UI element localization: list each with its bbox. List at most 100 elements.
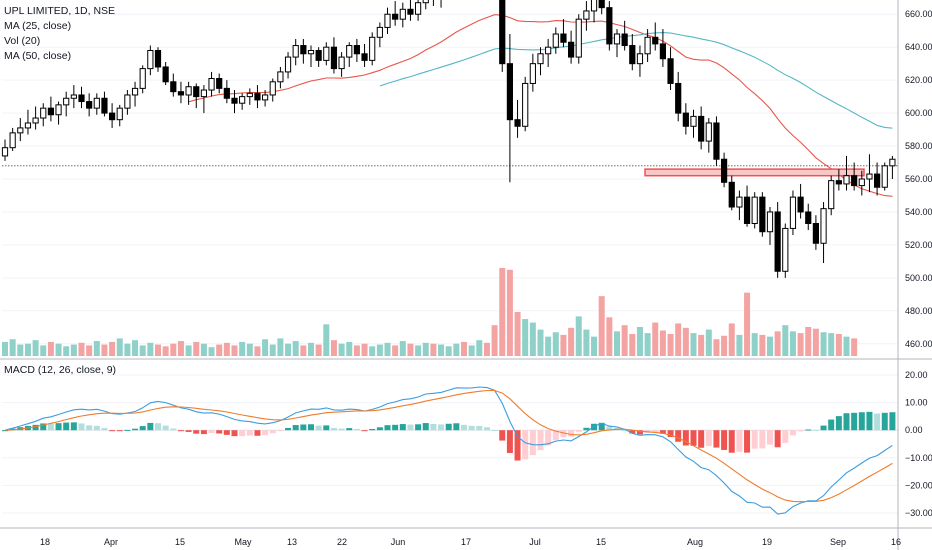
candle-body (193, 86, 200, 98)
candle-body (384, 13, 391, 28)
macd-histogram-bar (583, 427, 590, 431)
macd-histogram-bar (193, 430, 200, 434)
volume-bar (629, 334, 636, 356)
volume-bar (483, 342, 490, 356)
candle-body (131, 87, 139, 96)
price-tick-label: 640.00 (905, 42, 932, 52)
candle-body (874, 173, 881, 188)
macd-histogram-bar (782, 430, 789, 443)
volume-bar (239, 341, 246, 356)
volume-bar (24, 343, 31, 356)
macd-tick-label: 10.00 (905, 398, 928, 408)
macd-histogram-bar (560, 430, 567, 438)
macd-histogram-bar (246, 430, 253, 436)
price-tick-label: 500.00 (905, 273, 932, 283)
candle-body (590, 0, 598, 12)
candle-body (422, 0, 429, 4)
macd-histogram-bar (828, 419, 835, 431)
candle-body (415, 2, 422, 15)
macd-histogram-bar (698, 430, 705, 448)
volume-bar (476, 340, 483, 356)
macd-histogram-bar (858, 412, 865, 431)
macd-histogram-bar (116, 430, 123, 432)
volume-bar (744, 292, 751, 356)
macd-histogram-bar (254, 430, 261, 436)
volume-bar (170, 343, 177, 356)
macd-histogram-bar (376, 427, 383, 431)
volume-bar (384, 342, 391, 356)
candlestick-series (1, 0, 896, 278)
volume-bar (820, 332, 827, 356)
macd-histogram-bar (797, 430, 804, 432)
candle-body (721, 158, 728, 183)
volume-bar (430, 343, 437, 356)
macd-histogram-bar (812, 429, 819, 431)
candle-body (200, 89, 208, 98)
volume-bar (109, 341, 116, 356)
volume-legend[interactable]: Vol (20) (4, 35, 41, 47)
volume-bar (353, 345, 360, 356)
candle-body (323, 46, 330, 61)
macd-histogram-bar (721, 430, 728, 450)
candle-body (835, 180, 842, 185)
candle-body (545, 46, 552, 55)
volume-bar (759, 334, 766, 356)
candle-body (751, 196, 758, 224)
time-tick-label: Jun (391, 537, 406, 547)
candle-body (812, 222, 819, 244)
macd-histogram-bar (162, 425, 169, 431)
volume-bar (9, 339, 16, 356)
macd-histogram-bar (2, 430, 8, 432)
volume-bar (789, 331, 796, 356)
candle-body (17, 127, 24, 134)
macd-histogram-bar (185, 430, 192, 432)
macd-histogram-bar (874, 413, 881, 431)
time-tick-label: Apr (104, 537, 118, 547)
symbol-legend[interactable]: UPL LIMITED, 1D, NSE (4, 5, 116, 17)
candle-body (766, 211, 774, 233)
macd-histogram-bar (751, 430, 758, 449)
candle-body (353, 45, 360, 55)
candle-body (124, 94, 131, 109)
candle-body (858, 178, 865, 187)
macd-histogram-bar (124, 429, 131, 431)
volume-bar (231, 345, 238, 356)
candle-body (713, 122, 720, 160)
macd-histogram-bar (399, 424, 406, 431)
volume-bar (422, 342, 429, 356)
volume-bar (461, 341, 467, 356)
volume-bar (2, 341, 8, 356)
macd-histogram-bar (86, 425, 93, 431)
candle-body (24, 122, 32, 129)
macd-histogram-bar (384, 425, 391, 431)
volume-bar (583, 329, 590, 356)
candle-body (86, 101, 93, 109)
candle-body (407, 8, 414, 15)
candle-body (690, 115, 697, 127)
macd-histogram-bar (262, 430, 269, 436)
time-tick-label: 13 (287, 537, 297, 547)
candle-body (575, 18, 582, 58)
ma50-legend[interactable]: MA (50, close) (4, 50, 72, 62)
volume-bar (40, 345, 47, 356)
candle-body (843, 175, 850, 185)
time-axis-labels: 18 Apr 15 May 13 22 Jun 17 Jul 15 Aug 19 Sep 16 (40, 537, 901, 547)
volume-bar (728, 323, 735, 356)
volume-bar (552, 332, 559, 356)
candle-body (185, 86, 192, 96)
candle-body (177, 91, 185, 96)
ma25-legend[interactable]: MA (25, close) (4, 20, 72, 32)
macd-histogram-bar (843, 413, 850, 431)
macd-legend[interactable]: MACD (12, 26, close, 9) (4, 364, 117, 376)
macd-histogram-bar (369, 428, 376, 431)
macd-histogram-bar (170, 428, 177, 431)
volume-bar (63, 346, 70, 356)
volume-bar (499, 268, 506, 356)
candle-body (636, 53, 644, 65)
volume-bar (545, 336, 552, 356)
candle-body (851, 175, 858, 187)
price-tick-label: 580.00 (905, 141, 932, 151)
candle-body (682, 112, 689, 127)
candle-body (583, 10, 590, 20)
